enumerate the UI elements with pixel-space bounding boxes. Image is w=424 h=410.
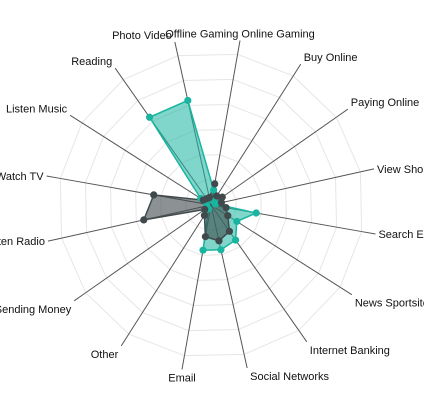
data-point	[210, 186, 218, 194]
label-leader	[120, 333, 130, 347]
axis-spoke	[210, 54, 239, 206]
data-point	[199, 246, 207, 254]
label-leader	[298, 330, 308, 343]
data-point	[215, 237, 223, 245]
label-leader	[292, 63, 302, 77]
axis-label: Reading	[71, 56, 112, 68]
axis-label: Other	[91, 349, 119, 361]
data-point	[222, 204, 230, 212]
data-point	[145, 113, 154, 121]
label-leader	[47, 237, 62, 242]
data-point	[201, 205, 209, 213]
data-point	[218, 193, 226, 201]
axis-label: Sending Money	[0, 304, 72, 316]
data-point	[201, 233, 210, 241]
axis-label: News Sportsites	[355, 298, 424, 310]
label-leader	[114, 67, 124, 80]
data-point	[184, 96, 192, 105]
label-leader	[69, 114, 83, 124]
axis-spoke	[210, 116, 337, 206]
data-point	[211, 180, 219, 188]
data-point	[231, 236, 240, 244]
data-point	[217, 199, 226, 207]
label-leader	[361, 231, 376, 235]
data-point	[213, 192, 221, 200]
label-leader	[336, 108, 349, 118]
axis-label: Listen Radio	[0, 236, 45, 248]
axis-label: Internet Banking	[310, 345, 390, 357]
label-leader	[339, 286, 353, 296]
series-points	[140, 96, 260, 254]
axis-label: Search Engine	[378, 229, 424, 241]
data-point	[150, 191, 158, 199]
axis-spoke	[81, 122, 212, 206]
axis-label: Email	[168, 372, 196, 384]
label-leader	[360, 168, 375, 173]
axis-spoke	[128, 204, 212, 335]
label-leader	[73, 292, 86, 302]
data-point	[217, 246, 225, 254]
axis-labels: Offline Gaming Online Gaming Buy Online Pa…	[0, 29, 424, 385]
data-point	[205, 193, 213, 202]
axis-spoke	[210, 171, 361, 206]
data-point	[224, 212, 232, 220]
axis-label: Buy Online	[304, 52, 358, 64]
axis-spoke	[210, 75, 294, 206]
data-point	[252, 209, 260, 217]
label-leader	[46, 175, 61, 179]
label-leader	[237, 40, 241, 55]
axis-label: Offline Gaming Online Gaming	[165, 29, 315, 41]
series-area	[148, 99, 259, 251]
data-point	[140, 216, 148, 224]
axis-label: Paying Online	[351, 97, 420, 109]
axis-label: View Shopping sites	[377, 164, 424, 176]
axis-spoke	[85, 204, 212, 294]
label-leader	[181, 355, 185, 370]
axis-label: Social Networks	[250, 371, 329, 383]
label-leader	[174, 41, 179, 56]
data-point	[233, 217, 241, 226]
label-leader	[243, 354, 248, 369]
axis-label: Listen Music	[6, 103, 68, 115]
data-point	[211, 200, 220, 208]
axis-label: Watch TV	[0, 171, 44, 183]
axis-label: Photo Video	[112, 30, 172, 42]
data-point	[200, 211, 209, 219]
data-point	[225, 227, 234, 235]
